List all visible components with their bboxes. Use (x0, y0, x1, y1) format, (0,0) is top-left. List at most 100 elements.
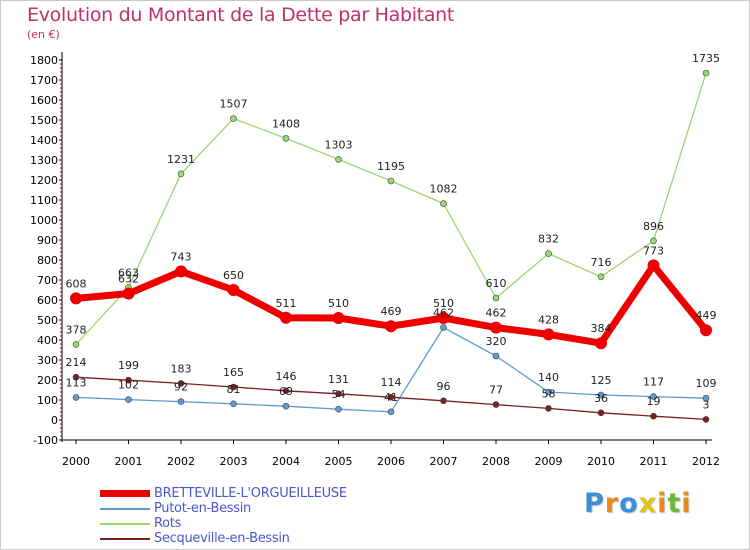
y-tick-label: 0 (51, 414, 58, 427)
x-tick-label: 2000 (62, 455, 90, 468)
data-point (72, 341, 80, 348)
data-point (177, 170, 185, 178)
data-label: 1303 (325, 138, 353, 151)
logo-letter: i (681, 488, 692, 519)
data-label: 320 (486, 335, 507, 348)
data-label: 650 (223, 269, 244, 282)
legend-swatch (100, 508, 150, 510)
legend-swatch (100, 538, 150, 540)
data-point (702, 416, 710, 423)
x-tick-label: 2001 (115, 455, 143, 468)
legend-swatch (100, 490, 150, 497)
unit-label: (en €) (27, 28, 60, 41)
x-tick-label: 2012 (692, 455, 720, 468)
y-tick-label: 1600 (30, 94, 58, 107)
data-point (545, 388, 552, 396)
data-label: 131 (328, 373, 349, 386)
data-point (335, 156, 342, 163)
x-tick-label: 2003 (220, 455, 248, 468)
x-tick-label: 2007 (430, 455, 458, 468)
data-point (230, 400, 237, 408)
data-point (440, 324, 447, 331)
data-label: 428 (538, 313, 559, 326)
data-label: 114 (381, 376, 402, 389)
data-label: 1408 (272, 117, 300, 130)
data-label: 69 (279, 385, 293, 398)
data-point (230, 383, 237, 391)
data-label: 378 (66, 323, 87, 336)
data-label: 58 (542, 387, 556, 400)
data-label: 19 (647, 395, 661, 408)
logo-letter: r (604, 488, 620, 519)
data-point (282, 402, 290, 410)
data-label: 1507 (220, 98, 248, 111)
data-labels: 378 663 1231 1507 1408 1303 1195 1082 610 832 716 8… (66, 52, 721, 411)
data-point (492, 294, 500, 302)
legend-label: BRETTEVILLE-L'ORGUEILLEUSE (154, 486, 347, 501)
data-label: 663 (118, 266, 139, 279)
logo-letter: i (657, 488, 668, 519)
data-label: 608 (66, 277, 87, 290)
data-label: 462 (486, 307, 507, 320)
y-tick-label: 400 (37, 334, 58, 347)
data-point (650, 237, 657, 245)
data-point (650, 393, 657, 400)
data-point (72, 373, 80, 381)
data-point (597, 391, 605, 399)
data-label: 511 (276, 297, 297, 310)
data-label: 41 (384, 391, 398, 404)
y-tick-label: 1100 (30, 194, 58, 207)
data-label: 743 (171, 250, 192, 263)
data-point (440, 397, 447, 405)
data-label: 77 (489, 384, 503, 397)
data-label: 117 (643, 376, 664, 389)
y-tick-label: 1300 (30, 154, 58, 167)
data-point (702, 69, 710, 77)
data-point (125, 396, 132, 403)
data-label: 469 (381, 305, 402, 318)
data-point (177, 398, 185, 405)
data-label: 510 (433, 297, 454, 310)
data-label: 896 (643, 220, 664, 233)
data-point (72, 394, 80, 401)
data-point (387, 408, 395, 416)
data-point (280, 311, 292, 324)
series-line (75, 72, 707, 345)
chart-title: Evolution du Montant de la Dette par Hab… (27, 4, 455, 26)
data-label: 109 (696, 377, 717, 390)
data-label: 165 (223, 366, 244, 379)
data-label: 1082 (430, 183, 458, 196)
data-point (700, 324, 712, 337)
data-point (650, 412, 657, 420)
data-label: 384 (591, 322, 612, 335)
data-point (177, 380, 185, 387)
data-point (387, 393, 395, 401)
data-label: 183 (171, 362, 192, 375)
data-label: 1195 (377, 160, 405, 173)
data-point (437, 312, 450, 324)
axes: -100 0 100 200 300 400 500 600 700 800 900 1000 1100… (30, 52, 720, 468)
data-point (335, 405, 342, 413)
x-tick-label: 2011 (640, 455, 668, 468)
y-tick-label: 300 (37, 354, 58, 367)
y-tick-label: 700 (37, 274, 58, 287)
logo-letter: t (667, 488, 682, 519)
x-tick-label: 2010 (587, 455, 615, 468)
data-point (125, 376, 132, 384)
legend-label: Rots (154, 516, 182, 531)
y-tick-label: 1800 (30, 54, 58, 67)
legend-label: Secqueville-en-Bessin (154, 531, 290, 546)
y-tick-label: 1200 (30, 174, 58, 187)
data-label: 113 (66, 376, 87, 389)
data-point (440, 200, 447, 207)
data-point (387, 177, 395, 185)
data-point (545, 250, 552, 257)
y-tick-label: 1400 (30, 134, 58, 147)
data-label: 125 (591, 374, 612, 387)
data-point (492, 401, 500, 408)
data-label: 3 (703, 398, 710, 411)
data-label: 81 (227, 383, 241, 396)
data-point (545, 405, 552, 412)
